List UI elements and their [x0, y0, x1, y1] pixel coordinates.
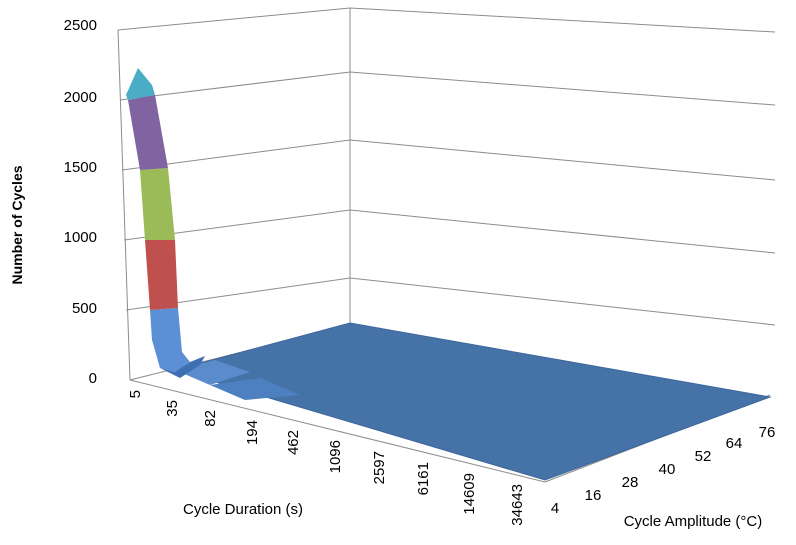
y-axis-title: Number of Cycles: [9, 165, 25, 284]
peak-band-0-500: [150, 308, 190, 372]
amplitude-tick-labels: 4 16 28 40 52 64 76: [551, 424, 776, 517]
peak-band-2000-2500: [126, 68, 155, 100]
duration-tick-label: 14609: [461, 473, 478, 515]
amplitude-axis-title: Cycle Amplitude (°C): [624, 513, 763, 530]
duration-axis-title: Cycle Duration (s): [183, 501, 303, 518]
y-tick-label: 2500: [64, 17, 97, 34]
y-tick-label: 1500: [64, 159, 97, 176]
y-axis-line: [117, 29, 131, 381]
amplitude-tick-label: 52: [695, 448, 712, 465]
peak-band-0-500-shade: [160, 356, 205, 378]
gridlines: [117, 7, 776, 381]
duration-tick-label: 1096: [327, 440, 344, 473]
amplitude-tick-label: 28: [622, 474, 639, 491]
duration-tick-label: 82: [202, 410, 219, 427]
amplitude-tick-label: 4: [551, 500, 559, 517]
amplitude-tick-label: 40: [659, 461, 676, 478]
peak-band-1000-1500: [140, 168, 175, 240]
duration-tick-label: 6161: [415, 462, 432, 495]
duration-tick-label: 34643: [509, 484, 526, 526]
surface-floor: [173, 322, 772, 481]
y-tick-label: 500: [72, 300, 97, 317]
amplitude-tick-label: 76: [759, 424, 776, 441]
y-tick-labels: 2500 2000 1500 1000 500 0: [64, 17, 97, 387]
gridline-2500: [117, 7, 776, 33]
duration-tick-label: 194: [244, 420, 261, 445]
duration-tick-label: 2597: [371, 451, 388, 484]
duration-tick-label: 5: [127, 390, 144, 398]
gridline-500: [125, 277, 776, 326]
y-tick-label: 2000: [64, 89, 97, 106]
y-tick-label: 1000: [64, 229, 97, 246]
gridline-1500: [121, 139, 776, 181]
peak-band-1500-2000: [128, 95, 168, 170]
amplitude-tick-label: 16: [585, 487, 602, 504]
surface-peak: [126, 68, 205, 378]
y-tick-label: 0: [89, 370, 97, 387]
amplitude-tick-label: 64: [726, 435, 743, 452]
gridline-1000: [123, 209, 776, 254]
surface-floor-ripple-2: [210, 378, 300, 400]
duration-axis-line: [129, 379, 546, 483]
duration-tick-label: 462: [285, 430, 302, 455]
gridline-2000: [119, 71, 776, 106]
duration-tick-label: 35: [164, 400, 181, 417]
duration-tick-labels: 5 35 82 194 462 1096 2597 6161 14609 346…: [127, 390, 526, 526]
peak-band-500-1000: [145, 240, 178, 310]
